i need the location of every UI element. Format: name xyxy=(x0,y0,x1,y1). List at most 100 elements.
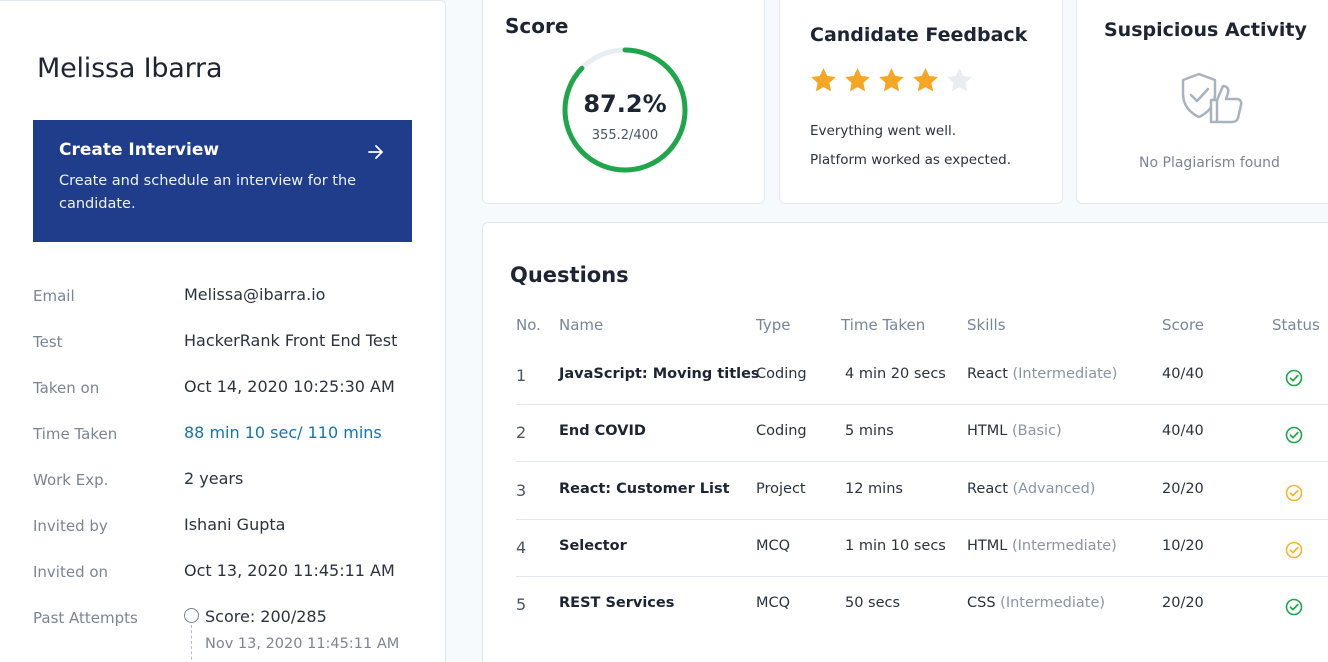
skill-name: CSS xyxy=(967,595,996,611)
work-exp-value: 2 years xyxy=(184,469,244,488)
question-name[interactable]: End COVID xyxy=(559,423,646,439)
status-check-icon xyxy=(1285,598,1303,616)
question-number: 5 xyxy=(516,595,527,614)
feedback-line: Everything went well. xyxy=(810,123,957,139)
timeline-line xyxy=(191,625,192,662)
header-name: Name xyxy=(559,316,604,334)
score-card: Score 87.2% 355.2/400 xyxy=(482,0,765,204)
question-name[interactable]: React: Customer List xyxy=(559,481,730,497)
star-filled-icon xyxy=(913,68,938,92)
status-check-icon xyxy=(1285,541,1303,559)
question-number: 4 xyxy=(516,538,527,557)
header-status: Status xyxy=(1272,316,1320,334)
header-skills: Skills xyxy=(967,316,1006,334)
score-percent: 87.2% xyxy=(583,90,667,118)
question-number: 2 xyxy=(516,423,527,442)
question-name[interactable]: JavaScript: Moving titles xyxy=(559,366,760,382)
score-points: 355.2/400 xyxy=(591,128,659,143)
skill-name: React xyxy=(967,481,1008,497)
question-score: 20/20 xyxy=(1162,481,1204,497)
question-score: 40/40 xyxy=(1162,366,1204,382)
question-name[interactable]: Selector xyxy=(559,538,627,554)
question-type: Project xyxy=(756,481,806,497)
question-row[interactable]: 3 React: Customer List Project 12 mins React… xyxy=(483,461,1328,518)
question-number: 1 xyxy=(516,366,527,385)
detail-label: Taken on xyxy=(33,379,100,397)
score-title: Score xyxy=(505,14,569,38)
questions-title: Questions xyxy=(510,263,629,287)
question-type: Coding xyxy=(756,366,807,382)
feedback-title: Candidate Feedback xyxy=(810,24,1028,46)
skill-level: (Basic) xyxy=(1011,423,1062,439)
status-check-icon xyxy=(1285,484,1303,502)
taken-on-value: Oct 14, 2020 10:25:30 AM xyxy=(184,377,395,396)
detail-label: Test xyxy=(33,333,63,351)
questions-card: Questions No. Name Type Time Taken Skill… xyxy=(482,222,1328,662)
question-row[interactable]: 5 REST Services MCQ 50 secs CSS (Intermediat… xyxy=(483,575,1328,632)
feedback-line: Platform worked as expected. xyxy=(810,152,1011,168)
question-skill: CSS (Intermediate) xyxy=(967,595,1105,611)
skill-level: (Advanced) xyxy=(1012,481,1096,497)
suspicious-title: Suspicious Activity xyxy=(1104,19,1307,41)
question-time: 12 mins xyxy=(845,481,903,497)
skill-level: (Intermediate) xyxy=(1012,366,1118,382)
row-divider xyxy=(516,576,1328,577)
detail-label: Invited by xyxy=(33,517,108,535)
skill-name: HTML xyxy=(967,538,1008,554)
status-check-icon xyxy=(1285,369,1303,387)
rating-stars xyxy=(809,66,974,95)
star-filled-icon xyxy=(811,68,836,92)
past-attempt-date: Nov 13, 2020 11:45:11 AM xyxy=(205,636,400,652)
score-ring xyxy=(562,47,688,173)
time-taken-link[interactable]: 88 min 10 sec/ 110 mins xyxy=(184,423,382,442)
invited-on-value: Oct 13, 2020 11:45:11 AM xyxy=(184,561,395,580)
question-type: Coding xyxy=(756,423,807,439)
header-score: Score xyxy=(1162,316,1205,334)
question-number: 3 xyxy=(516,481,527,500)
header-type: Type xyxy=(756,316,791,334)
score-gauge: 87.2% 355.2/400 xyxy=(561,46,689,174)
question-time: 1 min 10 secs xyxy=(845,538,946,554)
create-interview-button[interactable]: Create Interview Create and schedule an … xyxy=(33,120,412,242)
score-ring-fill xyxy=(562,47,688,173)
row-divider xyxy=(516,404,1328,405)
skill-level: (Intermediate) xyxy=(1000,595,1106,611)
question-row[interactable]: 1 JavaScript: Moving titles Coding 4 min 20… xyxy=(483,346,1328,403)
header-no: No. xyxy=(516,316,541,334)
question-skill: HTML (Intermediate) xyxy=(967,538,1117,554)
candidate-profile-panel: Melissa Ibarra Create Interview Create a… xyxy=(0,0,446,662)
suspicious-activity-card: Suspicious Activity No Plagiarism found xyxy=(1076,0,1328,204)
past-attempt-score[interactable]: Score: 200/285 xyxy=(205,607,327,626)
skill-name: HTML xyxy=(967,423,1008,439)
question-skill: HTML (Basic) xyxy=(967,423,1062,439)
header-time: Time Taken xyxy=(841,316,926,334)
question-name[interactable]: REST Services xyxy=(559,595,675,611)
candidate-name: Melissa Ibarra xyxy=(37,53,223,84)
invited-by-value: Ishani Gupta xyxy=(184,515,286,534)
create-interview-description: Create and schedule an interview for the… xyxy=(59,173,357,212)
question-row[interactable]: 4 Selector MCQ 1 min 10 secs HTML (Intermedi… xyxy=(483,518,1328,575)
question-skill: React (Intermediate) xyxy=(967,366,1117,382)
create-interview-title: Create Interview xyxy=(59,140,220,160)
question-type: MCQ xyxy=(756,538,791,554)
plagiarism-status: No Plagiarism found xyxy=(1139,155,1280,171)
detail-label: Email xyxy=(33,287,75,305)
question-skill: React (Advanced) xyxy=(967,481,1095,497)
question-type: MCQ xyxy=(756,595,791,611)
shield-thumbs-up-icon xyxy=(1181,72,1243,124)
star-filled-icon xyxy=(879,68,904,92)
star-filled-icon xyxy=(845,68,870,92)
skill-name: React xyxy=(967,366,1008,382)
question-score: 10/20 xyxy=(1162,538,1204,554)
star-empty-icon xyxy=(947,68,972,92)
detail-label: Work Exp. xyxy=(33,471,109,489)
question-row[interactable]: 2 End COVID Coding 5 mins HTML (Basic) 40/40 xyxy=(483,403,1328,460)
row-divider xyxy=(516,461,1328,462)
test-value: HackerRank Front End Test xyxy=(184,331,398,350)
detail-label: Invited on xyxy=(33,563,109,581)
question-score: 40/40 xyxy=(1162,423,1204,439)
detail-label: Past Attempts xyxy=(33,609,138,627)
email-value: Melissa@ibarra.io xyxy=(184,285,326,304)
timeline-dot-icon xyxy=(184,608,199,623)
question-time: 5 mins xyxy=(845,423,894,439)
